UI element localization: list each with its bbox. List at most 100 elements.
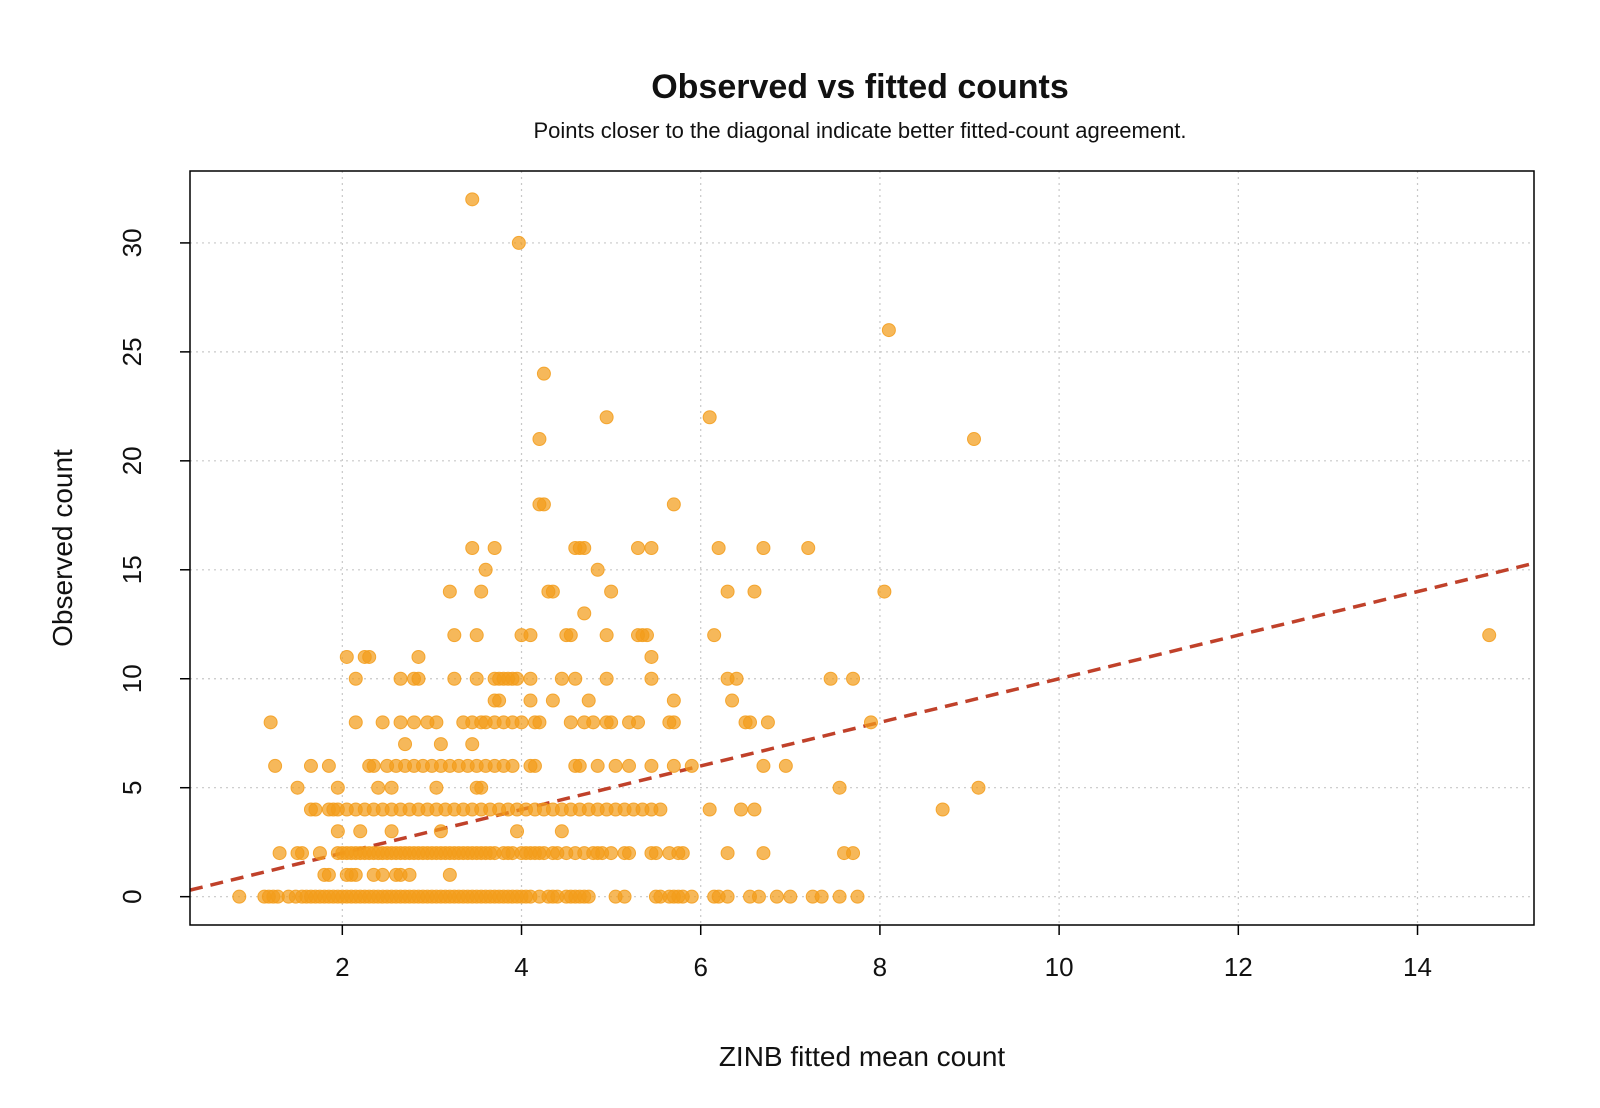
data-point [510,824,525,839]
data-point [756,846,771,861]
data-point [725,693,740,708]
data-point [474,780,489,795]
data-point [572,758,587,773]
data-point [536,366,551,381]
data-point [743,715,757,730]
data-point [407,715,421,730]
data-point [545,693,560,708]
data-point [523,693,538,708]
y-tick-label: 30 [117,228,147,257]
data-point [684,889,699,904]
data-point [702,802,717,817]
y-axis-label: Observed count [47,449,78,647]
data-point [442,584,457,599]
chart-subtitle: Points closer to the diagonal indicate b… [533,118,1186,143]
data-point [348,867,363,882]
data-point [295,846,309,861]
data-point [971,780,986,795]
data-point [523,628,538,643]
axes: 2 4 6 8 10 12 14 0 5 10 15 20 25 30 [117,228,1432,982]
data-point [330,824,345,839]
data-point [617,889,632,904]
data-point [599,628,614,643]
x-tick-label: 8 [873,952,887,982]
data-point [514,715,529,730]
data-point [375,715,390,730]
data-point [272,846,287,861]
grid [190,171,1534,925]
data-point [465,737,480,752]
data-point [492,693,507,708]
data-point [644,541,659,555]
data-point [469,671,484,686]
y-tick-label: 25 [117,337,147,366]
data-point [832,780,847,795]
data-point [308,802,323,817]
data-point [599,671,614,686]
data-point [756,541,771,555]
data-point [487,541,502,555]
data-point [348,671,363,686]
data-point [321,867,336,882]
data-point [814,889,829,904]
data-point [568,671,583,686]
data-point [801,541,816,555]
x-tick-label: 12 [1224,952,1253,982]
data-point [447,628,462,643]
data-point [554,671,569,686]
data-point [348,715,363,730]
data-point [586,715,601,730]
data-point [581,889,596,904]
data-point [429,715,444,730]
data-point [536,497,551,512]
data-point [554,824,569,839]
data-point [675,846,690,861]
data-point [563,715,578,730]
data-point [393,671,408,686]
data-point [505,758,520,773]
data-point [321,758,336,773]
data-point [850,889,865,904]
data-point [433,824,448,839]
data-point [967,432,981,447]
data-point [478,562,493,577]
data-point [268,758,283,773]
data-point [527,758,542,773]
data-point [429,780,444,795]
data-point [756,758,771,773]
data-point [1482,628,1497,643]
data-point [604,715,619,730]
data-point [935,802,950,817]
data-point [747,802,762,817]
data-point [604,584,619,599]
data-point [563,628,578,643]
data-point [393,715,408,730]
data-point [644,671,659,686]
data-point [303,758,318,773]
data-point [511,235,526,250]
data-point [846,846,861,861]
data-point [469,628,484,643]
data-point [778,758,793,773]
data-point [411,671,426,686]
data-point [720,889,735,904]
data-point [769,889,784,904]
data-point [366,758,381,773]
data-point [666,715,681,730]
data-point [398,737,413,752]
data-point [666,693,681,708]
data-point [532,432,547,447]
data-point [465,541,480,555]
data-point [577,606,592,621]
data-point [747,584,762,599]
plot-frame [189,170,1535,926]
data-point [442,867,457,882]
data-point [720,846,735,861]
data-point [622,758,637,773]
data-point [339,649,354,664]
chart-title: Observed vs fitted counts [651,68,1069,106]
data-point [720,584,735,599]
points [232,192,1497,904]
data-point [832,889,847,904]
